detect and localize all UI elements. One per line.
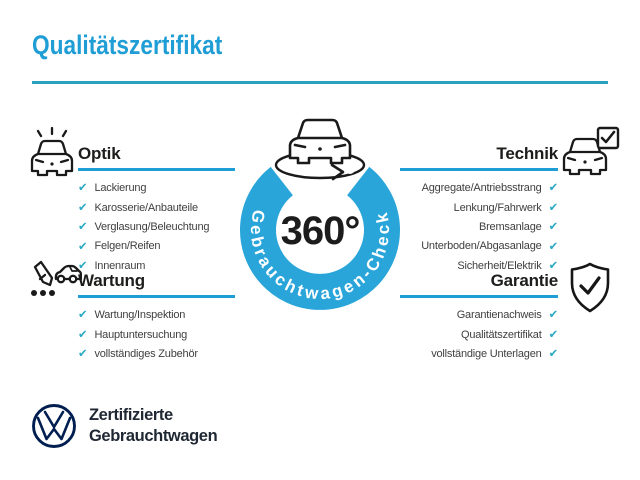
check-item-label: Garantienachweis — [456, 309, 542, 322]
check-item-label: Felgen/Reifen — [94, 240, 161, 253]
check-item-label: Qualitätszertifikat — [460, 328, 542, 341]
section-technik: Technik Aggregate/Antriebsstrang ✔ Lenkung… — [368, 142, 558, 275]
check-icon: ✔ — [548, 346, 559, 361]
check-icon: ✔ — [548, 180, 559, 195]
check-item: vollständige Unterlagen ✔ — [368, 344, 558, 363]
check-item: ✔ Lackierung — [78, 179, 248, 198]
check-item-label: Wartung/Inspektion — [94, 309, 186, 322]
check-item-label: Karosserie/Anbauteile — [94, 201, 198, 214]
check-item-label: Unterboden/Abgasanlage — [421, 240, 542, 253]
shield-check-icon — [570, 262, 610, 313]
check-item: Sicherheit/Elektrik ✔ — [368, 256, 558, 275]
check-item: ✔ Felgen/Reifen — [78, 237, 248, 256]
check-icon: ✔ — [78, 199, 88, 214]
check-item-label: Verglasung/Beleuchtung — [94, 220, 210, 233]
check-icon: ✔ — [78, 346, 88, 361]
check-icon: ✔ — [548, 219, 559, 234]
check-item: Garantienachweis ✔ — [368, 306, 559, 325]
check-item: ✔ Wartung/Inspektion — [78, 306, 248, 325]
page-title: Qualitätszertifikat — [32, 30, 223, 60]
check-item-label: Innenraum — [94, 259, 146, 272]
check-item: Bremsanlage ✔ — [368, 217, 558, 236]
section-underline — [78, 295, 235, 298]
badge-360-check: 360° Gebrauchtwagen-Check — [240, 118, 400, 310]
service-note-icon — [31, 260, 82, 296]
check-icon: ✔ — [548, 199, 559, 214]
footer-line2: Gebrauchtwagen — [89, 427, 218, 445]
check-icon: ✔ — [78, 219, 88, 234]
badge-degrees-label: 360° — [281, 209, 360, 253]
footer-label: Zertifizierte Gebrauchtwagen — [89, 405, 218, 447]
car-shine-icon — [30, 126, 74, 177]
checklist-wartung: ✔ Wartung/Inspektion ✔ Hauptuntersuchung ✔ vo… — [78, 306, 248, 364]
check-item-label: vollständiges Zubehör — [94, 347, 198, 360]
check-icon: ✔ — [78, 307, 88, 322]
check-item: ✔ Verglasung/Beleuchtung — [78, 217, 248, 236]
title-divider — [32, 81, 608, 84]
check-item: Unterboden/Abgasanlage ✔ — [368, 237, 558, 256]
car-rotate-icon — [274, 118, 366, 181]
section-title-garantie: Garantie — [490, 271, 559, 290]
footer-line1: Zertifizierte — [89, 406, 173, 424]
badge-ring — [240, 166, 400, 310]
check-item: ✔ vollständiges Zubehör — [78, 344, 248, 363]
check-icon: ✔ — [78, 180, 88, 195]
section-optik: Optik ✔ Lackierung ✔ Karosserie/Anbauteile ✔… — [78, 142, 248, 275]
check-item-label: Aggregate/Antriebsstrang — [421, 182, 542, 195]
section-underline — [400, 168, 558, 171]
check-item-label: Sicherheit/Elektrik — [457, 259, 542, 272]
check-item: Lenkung/Fahrwerk ✔ — [368, 198, 559, 217]
section-underline — [400, 295, 558, 298]
vw-logo — [32, 404, 76, 448]
check-item: ✔ Karosserie/Anbauteile — [78, 198, 248, 217]
check-icon: ✔ — [548, 238, 559, 253]
check-item-label: Bremsanlage — [478, 220, 542, 233]
check-icon: ✔ — [78, 258, 88, 272]
check-item-label: Hauptuntersuchung — [94, 328, 188, 341]
check-item-label: vollständige Unterlagen — [431, 347, 542, 360]
checklist-garantie: Garantienachweis ✔ Qualitätszertifikat ✔ vol… — [368, 306, 558, 364]
check-item: ✔ Hauptuntersuchung — [78, 325, 248, 344]
checklist-optik: ✔ Lackierung ✔ Karosserie/Anbauteile ✔ Vergla… — [78, 179, 248, 276]
check-item-label: Lackierung — [94, 182, 147, 195]
check-icon: ✔ — [548, 307, 559, 322]
section-title-optik: Optik — [78, 144, 121, 163]
check-icon: ✔ — [548, 326, 559, 341]
check-item: ✔ Innenraum — [78, 256, 248, 275]
section-title-technik: Technik — [496, 144, 558, 163]
check-icon: ✔ — [78, 326, 88, 341]
check-item-label: Lenkung/Fahrwerk — [453, 201, 542, 214]
check-item: Qualitätszertifikat ✔ — [368, 325, 558, 344]
check-icon: ✔ — [78, 238, 88, 253]
section-wartung: Wartung ✔ Wartung/Inspektion ✔ Hauptuntersu… — [78, 269, 248, 364]
section-title-wartung: Wartung — [78, 271, 145, 290]
check-item: Aggregate/Antriebsstrang ✔ — [368, 179, 559, 198]
section-garantie: Garantie Garantienachweis ✔ Qualitätszerti… — [368, 269, 558, 364]
checklist-technik: Aggregate/Antriebsstrang ✔ Lenkung/Fahrwer… — [368, 179, 558, 276]
car-checkbox-icon — [562, 126, 620, 176]
section-underline — [78, 168, 235, 171]
check-icon: ✔ — [548, 258, 559, 272]
